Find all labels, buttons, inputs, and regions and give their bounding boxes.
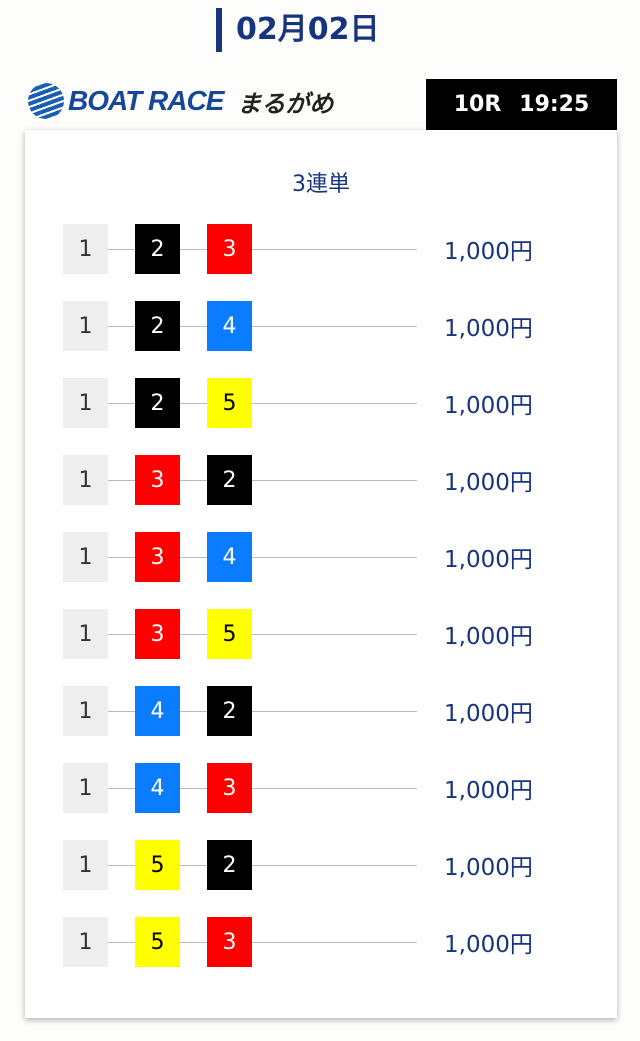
row-divider — [108, 249, 417, 250]
bet-row: 1 5 2 1,000円 — [25, 840, 617, 890]
bet-amount: 1,000円 — [444, 624, 533, 650]
boat-third: 3 — [207, 224, 252, 274]
bet-row: 1 2 4 1,000円 — [25, 301, 617, 351]
row-divider — [108, 634, 417, 635]
boat-first: 1 — [63, 763, 108, 813]
row-divider — [108, 711, 417, 712]
boat-second: 4 — [135, 763, 180, 813]
bet-row: 1 3 4 1,000円 — [25, 532, 617, 582]
race-number: 10R — [453, 92, 502, 117]
bet-amount: 1,000円 — [444, 778, 533, 804]
bet-amount: 1,000円 — [444, 239, 533, 265]
boat-third: 2 — [207, 455, 252, 505]
boat-second: 4 — [135, 686, 180, 736]
boat-first: 1 — [63, 917, 108, 967]
boat-first: 1 — [63, 378, 108, 428]
boatrace-logo: BOAT RACE まるがめ — [28, 80, 333, 122]
race-info: 10R 19:25 — [426, 79, 617, 130]
boat-second: 3 — [135, 455, 180, 505]
boat-second: 2 — [135, 378, 180, 428]
row-divider — [108, 403, 417, 404]
row-divider — [108, 480, 417, 481]
date-heading: 02月02日 — [216, 8, 380, 52]
race-time: 19:25 — [519, 92, 590, 117]
boat-first: 1 — [63, 840, 108, 890]
bet-amount: 1,000円 — [444, 932, 533, 958]
boat-third: 3 — [207, 917, 252, 967]
boat-first: 1 — [63, 609, 108, 659]
boat-second: 2 — [135, 224, 180, 274]
row-divider — [108, 942, 417, 943]
bet-amount: 1,000円 — [444, 701, 533, 727]
boat-third: 4 — [207, 532, 252, 582]
boat-third: 5 — [207, 609, 252, 659]
bet-row: 1 3 5 1,000円 — [25, 609, 617, 659]
row-divider — [108, 557, 417, 558]
boat-second: 5 — [135, 840, 180, 890]
bet-row: 1 2 5 1,000円 — [25, 378, 617, 428]
row-divider — [108, 326, 417, 327]
row-divider — [108, 865, 417, 866]
boat-first: 1 — [63, 686, 108, 736]
venue-name: まるがめ — [237, 89, 334, 118]
boat-first: 1 — [63, 455, 108, 505]
bet-amount: 1,000円 — [444, 470, 533, 496]
boat-second: 3 — [135, 609, 180, 659]
bet-row: 1 4 2 1,000円 — [25, 686, 617, 736]
boat-third: 4 — [207, 301, 252, 351]
boat-first: 1 — [63, 301, 108, 351]
boat-third: 5 — [207, 378, 252, 428]
bet-row: 1 2 3 1,000円 — [25, 224, 617, 274]
boatrace-logo-icon — [28, 83, 64, 119]
bet-amount: 1,000円 — [444, 393, 533, 419]
bet-type: 3連単 — [292, 172, 350, 197]
bet-row: 1 4 3 1,000円 — [25, 763, 617, 813]
boat-third: 2 — [207, 686, 252, 736]
boat-third: 2 — [207, 840, 252, 890]
bet-row: 1 5 3 1,000円 — [25, 917, 617, 967]
boat-third: 3 — [207, 763, 252, 813]
boat-second: 2 — [135, 301, 180, 351]
boat-second: 3 — [135, 532, 180, 582]
row-divider — [108, 788, 417, 789]
bet-amount: 1,000円 — [444, 316, 533, 342]
bet-row: 1 3 2 1,000円 — [25, 455, 617, 505]
boat-first: 1 — [63, 224, 108, 274]
bet-card: 3連単 1 2 3 1,000円 1 2 4 1,000円 1 2 5 1,000円 1 3 2 1,000円… — [25, 130, 617, 1018]
bet-amount: 1,000円 — [444, 855, 533, 881]
boat-first: 1 — [63, 532, 108, 582]
boat-second: 5 — [135, 917, 180, 967]
logo-text: BOAT RACE — [68, 85, 224, 116]
bet-amount: 1,000円 — [444, 547, 533, 573]
